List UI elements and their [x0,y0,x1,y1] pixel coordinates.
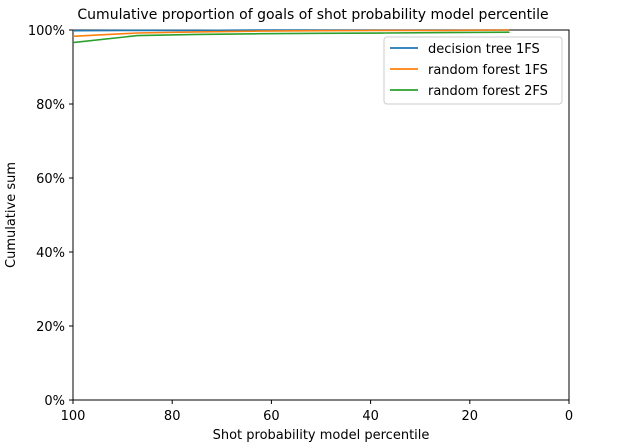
x-tick-label: 20 [462,409,479,424]
x-tick-label: 60 [263,409,280,424]
x-tick-label: 100 [61,409,86,424]
legend-frame [383,36,563,105]
legend-label: random forest 2FS [428,84,548,99]
legend-label: random forest 1FS [428,63,548,78]
y-axis: 0% 20% 40% 60% 80% 100% [28,24,73,409]
y-tick-label: 40% [36,246,65,261]
y-tick-label: 20% [36,320,65,335]
y-tick-label: 60% [36,172,65,187]
x-tick-label: 80 [164,409,181,424]
y-axis-label: Cumulative sum [4,162,19,268]
x-tick-label: 0 [565,409,573,424]
legend: decision tree 1FS random forest 1FS random… [383,36,563,105]
series-layer [72,29,510,44]
series-line-random-forest-2fs [72,31,510,44]
y-tick-label: 0% [44,394,65,409]
series-line-random-forest-1fs [72,29,510,38]
y-tick-label: 100% [28,24,65,39]
chart-title: Cumulative proportion of goals of shot p… [77,7,548,23]
x-axis-label: Shot probability model percentile [213,428,430,443]
x-axis: 100 80 60 40 20 0 [61,400,573,424]
legend-label: decision tree 1FS [428,42,540,57]
x-tick-label: 40 [362,409,379,424]
y-tick-label: 80% [36,98,65,113]
